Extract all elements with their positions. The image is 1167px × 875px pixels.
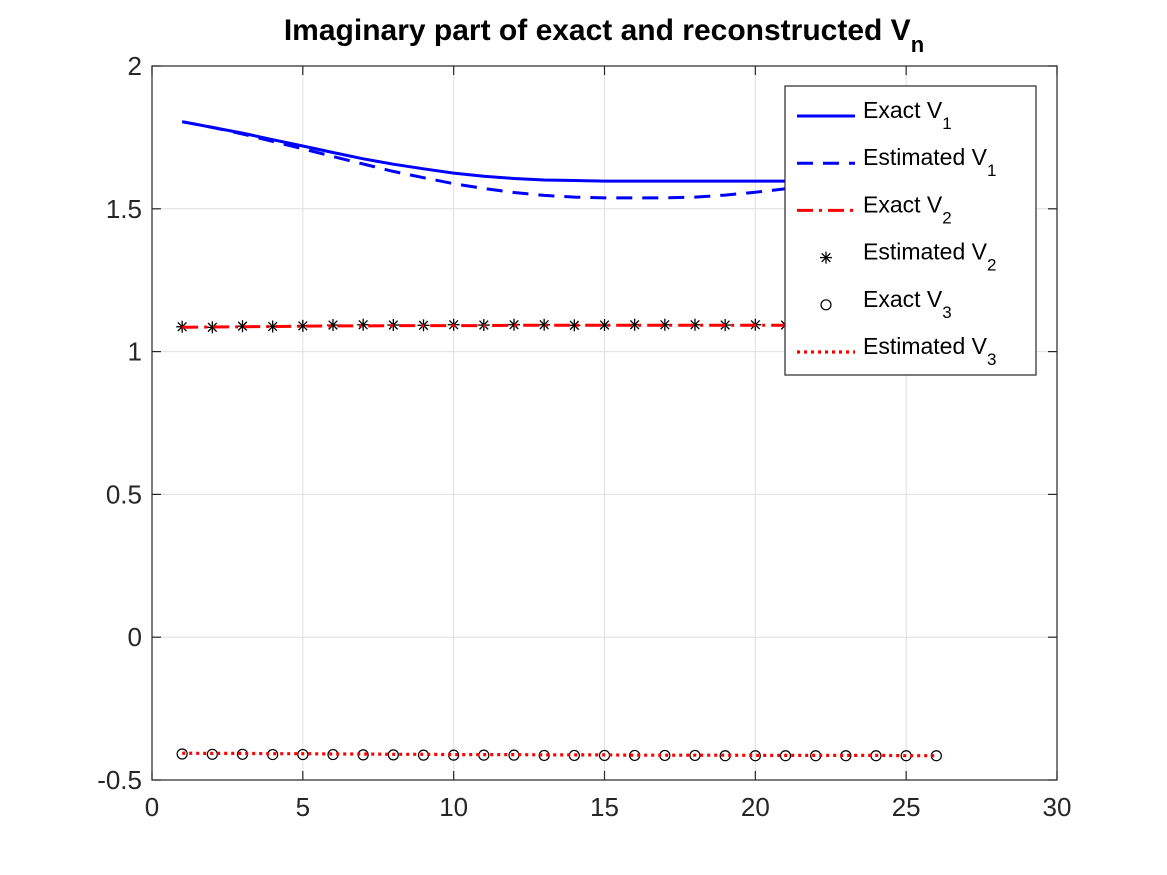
legend-label-subscript: 1 bbox=[987, 161, 996, 180]
legend-label: Exact V2 bbox=[863, 191, 952, 227]
legend-label: Exact V1 bbox=[863, 97, 952, 133]
x-tick-label: 30 bbox=[1043, 792, 1072, 822]
circle-marker bbox=[297, 748, 309, 761]
circle-marker bbox=[176, 748, 188, 760]
legend-label: Estimated V1 bbox=[863, 144, 996, 180]
asterisk-marker bbox=[357, 318, 370, 331]
legend-label-text: Estimated V bbox=[863, 144, 988, 170]
x-tick-label: 15 bbox=[590, 792, 619, 822]
asterisk-marker bbox=[658, 318, 671, 331]
legend-label-subscript: 3 bbox=[987, 350, 996, 369]
axis-ticks: 0 5 10 15 20 25 30-0.500.511.52 bbox=[97, 51, 1071, 822]
legend-swatch-circle bbox=[820, 299, 832, 311]
chart-title-subscript: n bbox=[911, 32, 924, 57]
asterisk-marker bbox=[508, 318, 520, 331]
y-tick-label: 0 bbox=[128, 622, 142, 652]
asterisk-marker bbox=[327, 319, 339, 332]
circle-marker bbox=[387, 749, 399, 761]
y-tick-label: 1 bbox=[128, 337, 142, 367]
chart-title: Imaginary part of exact and reconstructe… bbox=[284, 14, 924, 57]
legend-label: Estimated V2 bbox=[863, 239, 996, 275]
legend-label: Exact V3 bbox=[863, 286, 952, 322]
y-tick-label: 0.5 bbox=[106, 479, 142, 509]
legend-label-text: Estimated V bbox=[863, 333, 988, 359]
y-tick-label: 2 bbox=[128, 51, 142, 81]
x-tick-label: 5 bbox=[296, 792, 310, 822]
x-tick-label: 20 bbox=[741, 792, 770, 822]
legend-label-text: Exact V bbox=[863, 97, 943, 123]
circle-marker bbox=[689, 749, 701, 762]
legend-label-text: Estimated V bbox=[863, 239, 988, 265]
legend-label-subscript: 3 bbox=[942, 303, 951, 322]
circle-marker bbox=[779, 750, 792, 762]
legend-label-text: Exact V bbox=[863, 191, 943, 217]
asterisk-marker bbox=[236, 320, 249, 333]
legend-box bbox=[784, 85, 1037, 376]
y-tick-label: -0.5 bbox=[97, 765, 142, 795]
legend-label-subscript: 1 bbox=[942, 114, 951, 133]
legend-label-subscript: 2 bbox=[987, 256, 996, 275]
x-tick-label: 10 bbox=[439, 792, 468, 822]
chart-title-text: Imaginary part of exact and reconstructe… bbox=[284, 14, 911, 47]
legend-label-text: Exact V bbox=[863, 286, 943, 312]
asterisk-marker bbox=[538, 318, 551, 331]
legend-label-subscript: 2 bbox=[942, 208, 951, 227]
axes-box bbox=[151, 65, 1058, 781]
asterisk-marker bbox=[266, 320, 279, 333]
x-tick-label: 25 bbox=[892, 792, 921, 822]
legend-label: Estimated V3 bbox=[863, 333, 996, 369]
x-tick-label: 0 bbox=[145, 792, 159, 822]
y-tick-label: 1.5 bbox=[106, 194, 142, 224]
asterisk-marker bbox=[387, 319, 400, 332]
legend-swatch-asterisk bbox=[820, 251, 832, 264]
